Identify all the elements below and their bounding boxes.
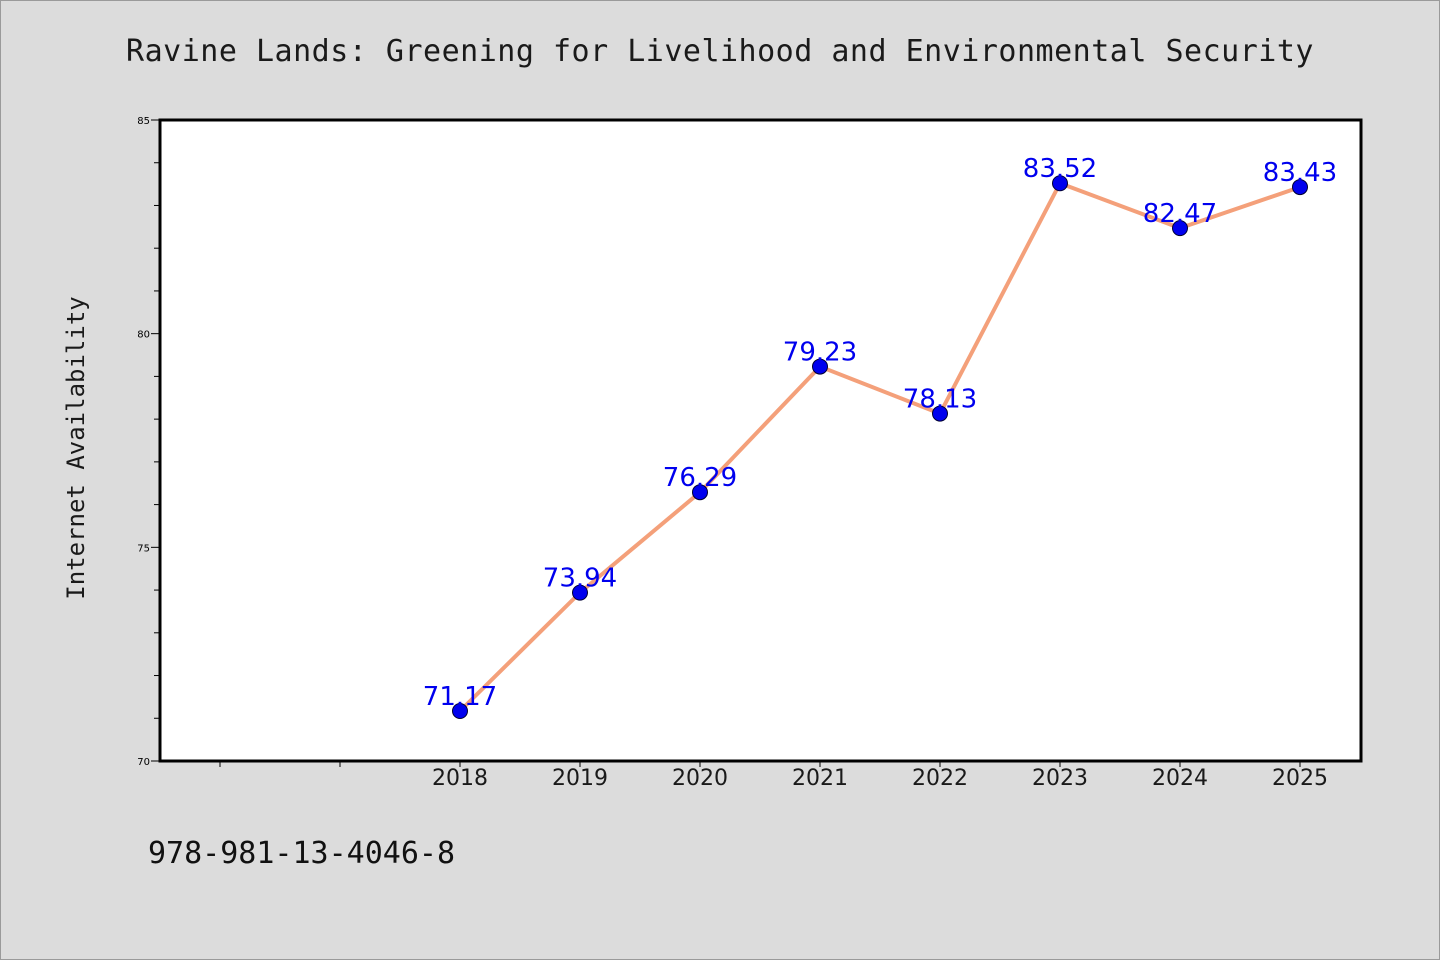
data-label: 73.94 <box>543 564 617 594</box>
chart-title: Ravine Lands: Greening for Livelihood an… <box>126 34 1314 69</box>
data-label: 76.29 <box>663 463 737 493</box>
y-axis: 70 75 80 85 <box>137 116 160 768</box>
y-tick-label: 85 <box>137 116 150 127</box>
data-label: 79.23 <box>783 338 857 368</box>
data-point <box>692 484 708 501</box>
data-label: 83.52 <box>1023 154 1097 184</box>
data-point <box>812 358 828 375</box>
x-tick-label: 2020 <box>672 766 728 791</box>
series-line <box>458 181 1302 714</box>
series-layer: 71.17 73.94 76.29 79.23 78.13 83.52 82.47 83.43 <box>423 154 1337 720</box>
data-point <box>1052 175 1068 192</box>
x-tick-label: 2018 <box>432 766 488 791</box>
x-tick-label: 2023 <box>1032 766 1088 791</box>
data-point <box>1292 179 1308 196</box>
data-label: 82.47 <box>1143 199 1217 229</box>
data-label: 83.43 <box>1263 158 1337 188</box>
y-tick-label: 70 <box>137 757 150 768</box>
data-point <box>572 584 588 601</box>
x-tick-label: 2019 <box>552 766 608 791</box>
y-tick-label: 80 <box>137 330 150 341</box>
y-tick-label: 75 <box>137 543 150 554</box>
isbn-code: 978-981-13-4046-8 <box>148 836 456 871</box>
data-point <box>452 703 468 720</box>
data-point <box>932 405 948 422</box>
data-label: 71.17 <box>423 682 497 712</box>
x-axis: 2018 2019 2020 2021 2022 2023 2024 2025 <box>219 761 1328 791</box>
data-label: 78.13 <box>903 385 977 415</box>
data-point <box>1172 220 1188 237</box>
x-tick-label: 2024 <box>1152 766 1208 791</box>
x-tick-label: 2025 <box>1272 766 1328 791</box>
y-axis-label: Internet Availability <box>62 296 90 599</box>
x-tick-label: 2021 <box>792 766 848 791</box>
x-tick-label: 2022 <box>912 766 968 791</box>
plot-area <box>158 118 1363 763</box>
